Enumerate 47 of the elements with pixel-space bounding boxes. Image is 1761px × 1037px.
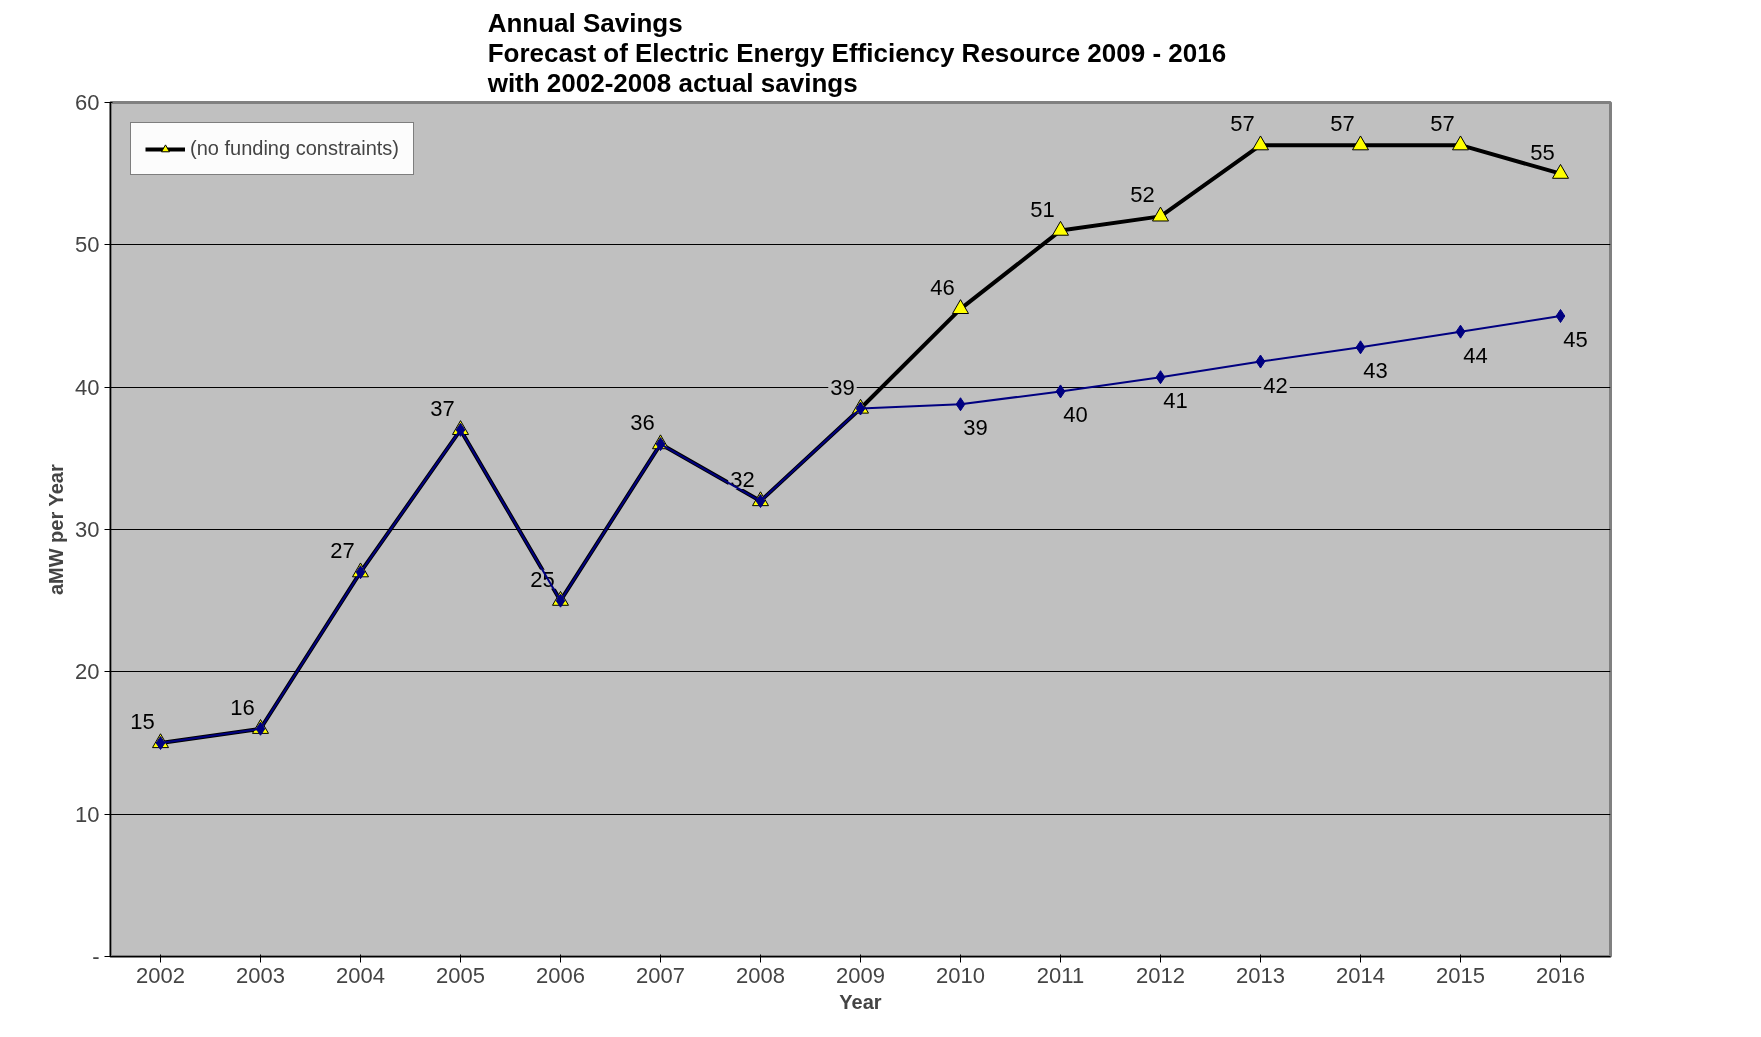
x-tick-label: 2012 — [1136, 962, 1185, 988]
x-tick-label: 2011 — [1036, 962, 1085, 988]
data-label: 37 — [430, 395, 455, 421]
x-axis-title: Year — [839, 990, 882, 1013]
x-tick-label: 2007 — [636, 962, 685, 988]
x-tick-label: 2004 — [336, 962, 385, 988]
y-tick-label: 20 — [75, 659, 100, 685]
legend-label: (no funding constraints) — [190, 137, 400, 160]
y-tick-label: 10 — [75, 801, 100, 827]
x-tick-label: 2016 — [1536, 962, 1585, 988]
x-tick-label: 2015 — [1436, 962, 1485, 988]
x-tick-label: 2013 — [1236, 962, 1285, 988]
y-axis-title: aMW per Year — [45, 464, 68, 596]
data-label: 42 — [1263, 372, 1288, 398]
x-tick-label: 2006 — [536, 962, 585, 988]
data-label: 55 — [1530, 139, 1555, 165]
data-label: 57 — [1430, 111, 1455, 137]
y-tick-label: - — [92, 944, 100, 969]
x-tick-label: 2014 — [1336, 962, 1385, 988]
x-tick-label: 2002 — [136, 962, 185, 988]
x-tick-label: 2008 — [736, 962, 785, 988]
y-tick-label: 40 — [75, 374, 100, 400]
data-label: 43 — [1363, 358, 1388, 384]
data-label: 51 — [1030, 196, 1055, 222]
data-label: 27 — [330, 538, 355, 564]
x-tick-label: 2005 — [436, 962, 485, 988]
data-label: 39 — [963, 415, 988, 441]
data-label: 44 — [1463, 342, 1488, 368]
data-label: 57 — [1230, 111, 1255, 137]
data-label: 40 — [1063, 402, 1088, 428]
chart-title: Annual Savings Forecast of Electric Energy Efficiency Resource 2009 - 2016 with 2002-2008 actual savings — [486, 7, 1227, 98]
data-label: 39 — [830, 374, 855, 400]
data-label: 52 — [1130, 182, 1155, 208]
y-tick-label: 60 — [75, 90, 100, 115]
data-label: 45 — [1563, 327, 1588, 352]
y-tick-label: 50 — [75, 232, 100, 258]
x-tick-label: 2010 — [936, 962, 985, 988]
x-tick-label: 2003 — [236, 962, 285, 988]
data-label: 15 — [130, 709, 155, 734]
data-label: 36 — [630, 410, 655, 436]
data-label: 57 — [1330, 111, 1355, 137]
y-tick-label: 30 — [75, 517, 100, 542]
data-label: 16 — [230, 694, 255, 720]
data-label: 32 — [730, 467, 755, 493]
data-label: 46 — [930, 274, 955, 300]
x-tick-label: 2009 — [836, 962, 885, 988]
data-label: 41 — [1163, 388, 1188, 414]
